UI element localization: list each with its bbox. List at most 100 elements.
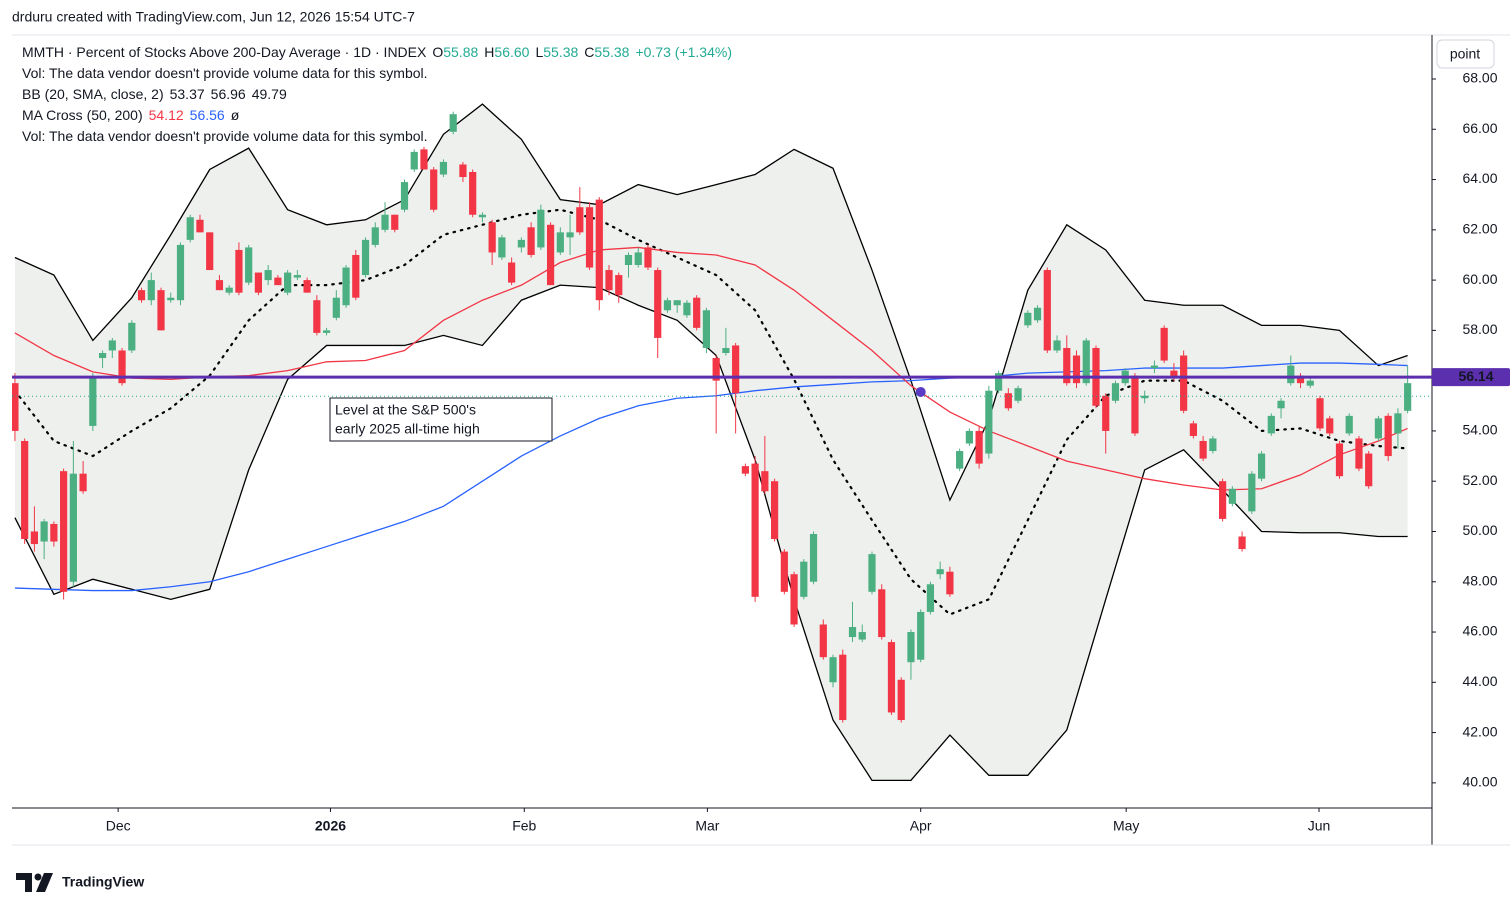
candle-body [585, 207, 594, 268]
candle-body [254, 272, 263, 293]
candle-body [527, 227, 535, 255]
candle-body [313, 300, 321, 333]
candle-body [1082, 340, 1090, 384]
candle-body [1043, 270, 1051, 351]
symbol-title: MMTH · Percent of Stocks Above 200-Day A… [22, 44, 427, 60]
quote-label: L [535, 44, 543, 60]
legend-label: BB (20, SMA, close, 2) [22, 86, 164, 102]
candle-body [1053, 340, 1061, 351]
legend-label: MA Cross (50, 200) [22, 107, 143, 123]
candle-body [722, 347, 730, 353]
candle-body [1238, 536, 1246, 550]
candle-body [1219, 481, 1227, 519]
candle-body [936, 569, 944, 575]
candle-body [1004, 393, 1012, 409]
candle-body [1150, 365, 1159, 369]
y-tick-label: 50.00 [1462, 522, 1497, 538]
candle-body [975, 430, 983, 464]
candle-body [644, 247, 652, 268]
legend-label: Vol: The data vendor doesn't provide vol… [22, 65, 428, 81]
legend-line: MA Cross (50, 200) 54.12 56.56 ø [22, 107, 240, 123]
candle-body [1199, 440, 1207, 459]
legend-value: ø [231, 107, 240, 123]
candle-body [420, 149, 428, 170]
quote-label: H [484, 44, 494, 60]
candle-body [770, 481, 779, 540]
candle-body [352, 254, 360, 298]
candle-body [1024, 312, 1032, 326]
candle-body [488, 222, 496, 253]
candle-body [985, 390, 993, 454]
candle-body [332, 297, 340, 318]
y-tick-label: 52.00 [1462, 472, 1497, 488]
quote-value: 55.38 [543, 44, 578, 60]
candle-body [907, 632, 915, 663]
candle-body [926, 584, 935, 612]
candle-body [342, 267, 350, 306]
candle-body [517, 239, 525, 248]
candle-body [274, 277, 282, 286]
candle-body [1316, 398, 1324, 429]
y-tick-label: 62.00 [1462, 221, 1497, 237]
candle-body [206, 232, 214, 271]
candle-body [381, 214, 389, 230]
candle-body [108, 340, 116, 351]
legend-line: BB (20, SMA, close, 2) 53.37 56.96 49.79 [22, 86, 287, 102]
candle-body [469, 172, 477, 215]
candle-body [1267, 415, 1275, 434]
candle-body [537, 209, 545, 248]
quote-value: 56.60 [494, 44, 529, 60]
y-tick-label: 68.00 [1462, 70, 1497, 86]
candle-body [371, 227, 379, 245]
candle-body [1384, 415, 1392, 457]
candle-body [819, 624, 827, 658]
candle-body [1102, 395, 1110, 431]
candle-body [654, 270, 662, 338]
x-tick-label: Mar [695, 818, 719, 834]
quote-value: 55.38 [594, 44, 629, 60]
candle-body [400, 182, 409, 210]
candle-body [556, 232, 564, 253]
candle-body [1072, 355, 1081, 384]
candle-body [829, 657, 837, 683]
candle-body [186, 217, 194, 240]
candle-body [1335, 443, 1344, 477]
candle-body [21, 440, 29, 540]
level-price-text: 56.14 [1458, 368, 1493, 384]
candle-body [1257, 453, 1266, 479]
y-tick-label: 48.00 [1462, 572, 1497, 588]
candle-body [1374, 418, 1383, 439]
candle-body [965, 430, 973, 444]
annotation-line: Level at the S&P 500's [335, 402, 476, 418]
candle-body [790, 574, 798, 625]
candle-body [917, 611, 925, 660]
ma50-line [14, 246, 1408, 491]
candle-body [30, 531, 39, 545]
candle-body [1394, 413, 1402, 434]
y-tick-label: 66.00 [1462, 120, 1497, 136]
candle-body [1248, 473, 1256, 512]
candle-body [245, 247, 253, 283]
candle-body [1189, 423, 1197, 436]
mode-button-label[interactable]: point [1450, 46, 1480, 62]
candle-body [994, 373, 1003, 391]
annotation-box [329, 397, 553, 442]
legend-value: 56.96 [211, 86, 246, 102]
candle-body [303, 280, 311, 293]
y-tick-label: 58.00 [1462, 321, 1497, 337]
candle-body [40, 521, 48, 542]
candle-body [624, 254, 633, 266]
candle-body [839, 654, 847, 721]
candle-body [1180, 355, 1188, 411]
candle-body [1365, 453, 1373, 487]
candle-body [225, 287, 233, 293]
candle-body [264, 270, 272, 281]
candle-body [322, 330, 331, 333]
bb-basis-line [13, 208, 1409, 616]
candle-body [12, 383, 19, 431]
mode-button[interactable] [1436, 39, 1495, 69]
candle-body [878, 589, 886, 638]
candle-body [50, 523, 58, 542]
candle-body [1014, 388, 1022, 401]
